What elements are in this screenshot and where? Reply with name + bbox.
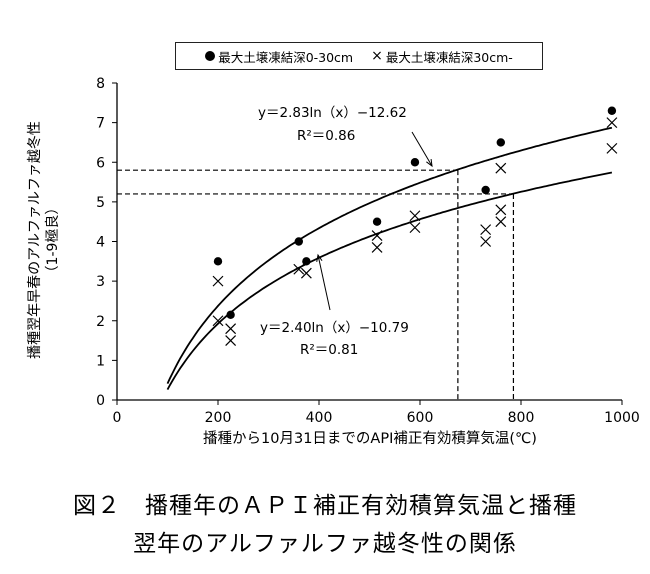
legend-circle-marker — [205, 51, 216, 61]
x-tick-label: 800 — [508, 410, 535, 426]
fit-annotation-arrowhead-1 — [426, 158, 433, 168]
y-tick-label: 5 — [96, 195, 105, 211]
data-point-x — [480, 224, 492, 236]
fit-annotation-arrow-2 — [317, 254, 331, 311]
legend-label-circle: 最大土壌凍結深0-30cm — [218, 49, 354, 65]
data-point-circle — [226, 310, 235, 320]
data-point-x — [300, 267, 312, 279]
data-point-x — [495, 216, 507, 228]
y-tick-label: 6 — [96, 155, 105, 171]
y-axis-label-line1: 播種翌年早春のアルファルファ越冬性 — [27, 121, 43, 359]
data-point-x — [409, 210, 421, 222]
fit-equation-1: y＝2.83ln（x）−12.62 — [258, 105, 407, 121]
fit-annotation-arrow-1 — [411, 131, 433, 167]
figure-caption-line1: 図２ 播種年のＡＰＩ補正有効積算気温と播種 — [73, 493, 577, 519]
legend-item-circle: 最大土壌凍結深0-30cm — [205, 47, 353, 66]
data-point-x — [480, 236, 492, 247]
data-point-x — [212, 315, 224, 327]
data-point-x — [495, 204, 507, 216]
fit-curve-2 — [166, 171, 613, 391]
data-point-x — [606, 142, 618, 154]
y-tick-label: 8 — [96, 76, 105, 92]
y-axis-label: 播種翌年早春のアルファルファ越冬性 （1-9極良） — [26, 121, 62, 359]
data-point-x — [212, 275, 224, 287]
y-axis-label-line2: （1-9極良） — [45, 200, 61, 280]
data-point-circle — [496, 138, 505, 147]
legend-x-marker: × — [371, 48, 383, 64]
data-point-x — [371, 242, 383, 253]
data-point-circle — [372, 217, 382, 226]
data-point-circle — [302, 257, 311, 266]
data-point-x — [225, 335, 237, 346]
legend-label-x: 最大土壌凍結深30cm- — [385, 49, 513, 65]
data-point-circle — [481, 185, 490, 195]
fit-r2-1: R²＝0.86 — [297, 128, 355, 144]
y-tick-label: 3 — [96, 274, 105, 290]
data-point-x — [409, 222, 421, 234]
x-tick-label: 600 — [407, 410, 434, 426]
data-point-x — [293, 263, 305, 275]
legend-item-x: × 最大土壌凍結深30cm- — [371, 47, 513, 66]
data-point-x — [225, 323, 237, 335]
x-tick-label: 400 — [306, 410, 333, 426]
fit-equation-2: y＝2.40ln（x）−10.79 — [260, 320, 409, 336]
fit-curve-1 — [166, 126, 613, 384]
x-tick-label: 0 — [113, 410, 122, 426]
figure-caption-line2: 翌年のアルファルファ越冬性の関係 — [133, 531, 517, 557]
x-axis-label: 播種から10月31日までのAPI補正有効積算気温(℃) — [203, 431, 537, 447]
fit-r2-2: R²＝0.81 — [300, 342, 358, 358]
data-point-x — [495, 162, 507, 174]
data-point-circle — [607, 106, 617, 115]
data-point-x — [606, 117, 618, 129]
data-point-x — [371, 230, 383, 241]
data-point-circle — [294, 237, 303, 246]
y-tick-label: 4 — [96, 235, 105, 251]
fit-annotation-arrowhead-2 — [316, 253, 323, 262]
x-tick-label: 200 — [205, 410, 232, 426]
y-tick-label: 7 — [96, 116, 105, 132]
y-tick-label: 0 — [96, 393, 105, 409]
y-tick-label: 1 — [96, 353, 105, 369]
data-point-circle — [410, 158, 420, 167]
y-tick-label: 2 — [96, 314, 105, 330]
x-tick-label: 1000 — [604, 410, 640, 426]
chart-legend: 最大土壌凍結深0-30cm × 最大土壌凍結深30cm- — [175, 42, 543, 70]
data-point-circle — [213, 257, 223, 266]
